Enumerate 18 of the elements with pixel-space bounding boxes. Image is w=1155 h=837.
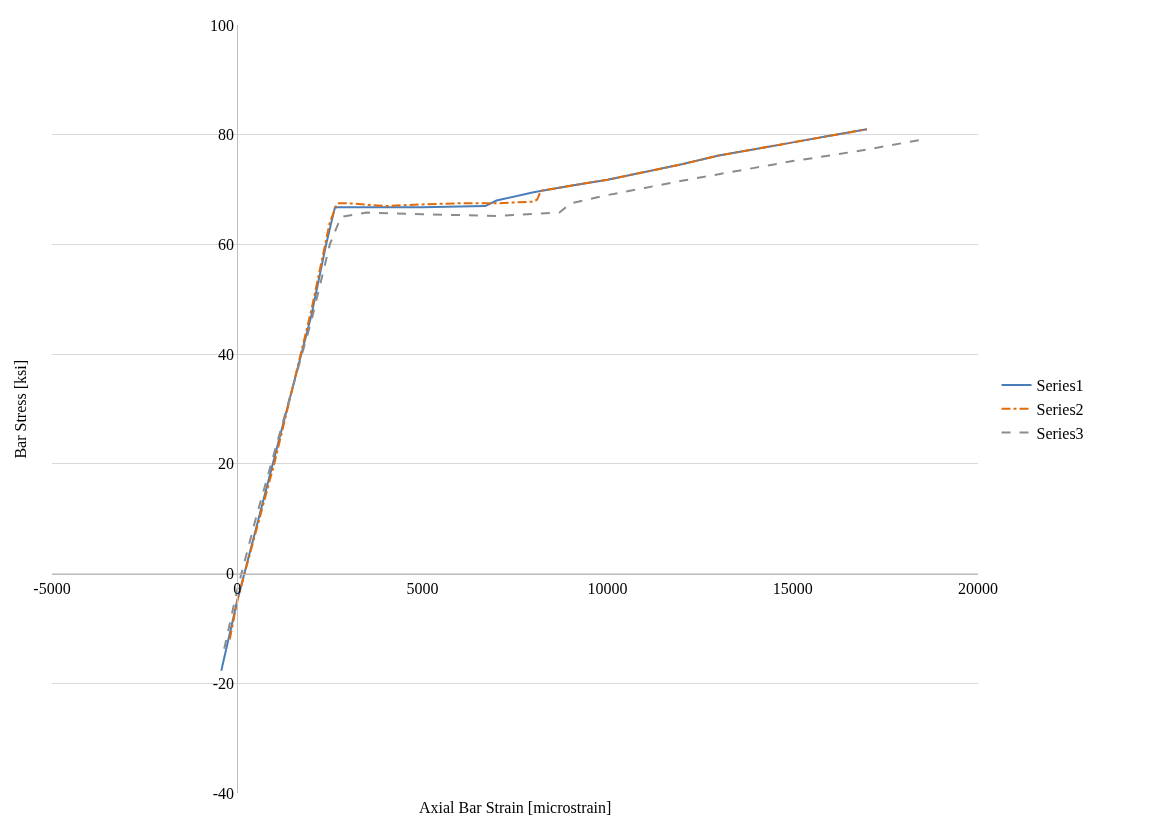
y-tick-label: 100 (210, 16, 234, 34)
x-tick-label: 20000 (958, 579, 998, 597)
x-tick-label: 10000 (587, 579, 628, 597)
legend-label: Series3 (1036, 424, 1084, 442)
y-tick-label: 0 (226, 565, 234, 583)
y-tick-label: -40 (212, 784, 234, 802)
legend-label: Series2 (1036, 400, 1084, 418)
y-tick-label: 20 (218, 455, 234, 473)
y-tick-label: 80 (218, 126, 234, 144)
y-axis-title: Bar Stress [ksi] (11, 359, 29, 459)
y-tick-label: 60 (218, 236, 234, 254)
y-tick-label: -20 (212, 674, 234, 692)
legend-label: Series1 (1036, 377, 1084, 395)
x-tick-label: 15000 (772, 579, 813, 597)
x-tick-label: 5000 (406, 579, 439, 597)
x-tick-label: -5000 (33, 579, 71, 597)
x-axis-title: Axial Bar Strain [microstrain] (419, 799, 612, 816)
y-tick-label: 40 (218, 345, 234, 363)
